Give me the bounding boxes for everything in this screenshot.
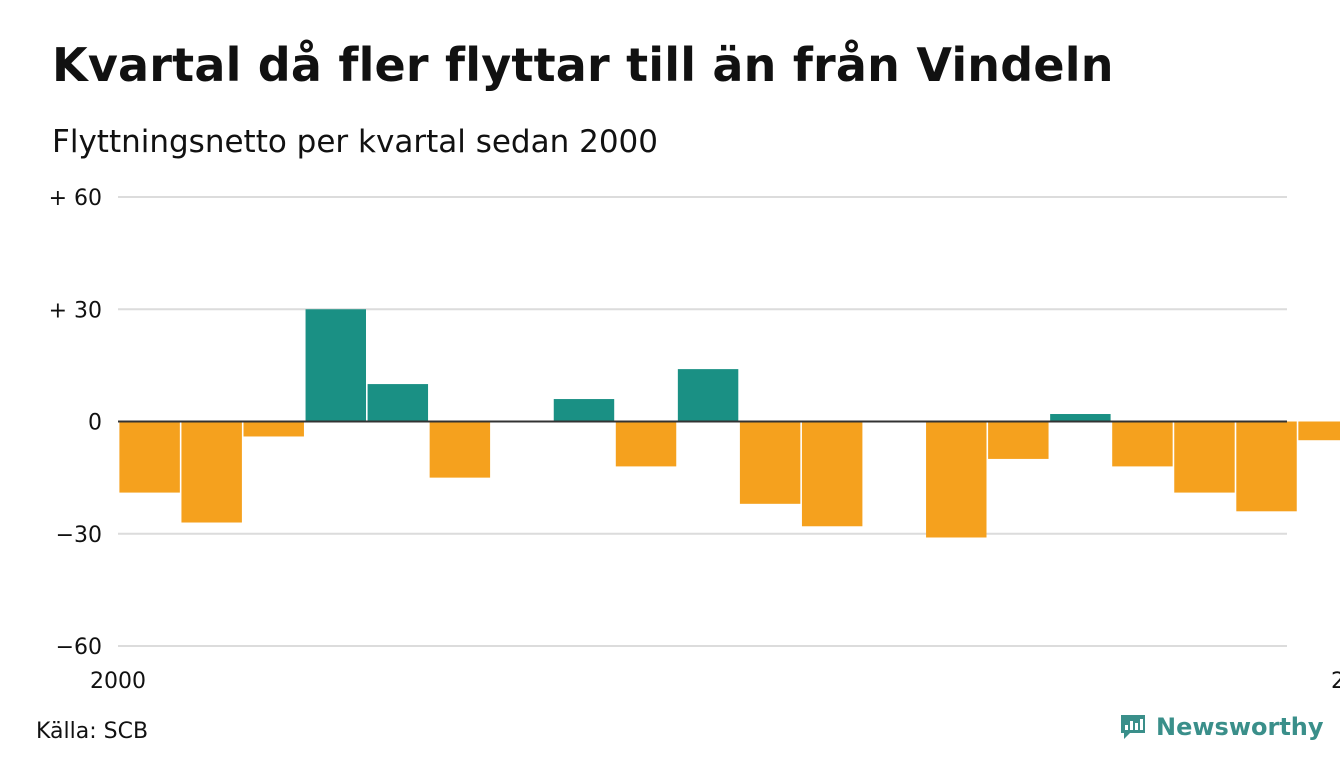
bar-negative [119,421,180,493]
bar-negative [1236,421,1297,512]
bar-positive [553,399,615,422]
bar-negative [615,421,677,467]
y-tick-label: −30 [56,523,102,548]
bar-negative [429,421,491,478]
brand-logo[interactable]: Newsworthy [1118,712,1324,742]
brand-name: Newsworthy [1156,713,1324,741]
bar-negative [181,421,242,523]
bar-positive [677,369,739,422]
bar-negative [1112,421,1173,467]
y-tick-label: + 30 [49,298,102,323]
bar-negative [988,421,1049,459]
bars-layer [119,309,1340,538]
x-tick-label: 2005 [1331,669,1340,694]
bar-negative [926,421,987,538]
y-tick-label: −60 [56,635,102,660]
x-tick-label: 2000 [90,669,146,694]
y-tick-label: + 60 [49,186,102,211]
chart-subtitle: Flyttningsnetto per kvartal sedan 2000 [52,124,658,160]
grid-layer [118,196,1287,647]
bar-positive [1050,414,1111,422]
bar-positive [305,309,366,422]
bar-positive [367,384,429,422]
bar-negative [243,421,304,437]
source-label: Källa: SCB [36,719,149,744]
bar-negative [739,421,801,504]
newsworthy-logo-icon [1121,715,1145,739]
y-tick-label: 0 [88,411,102,436]
bar-negative [1174,421,1235,493]
bar-negative [1298,421,1340,441]
chart-title: Kvartal då fler flyttar till än från Vin… [52,38,1114,92]
axis-layer: + 60+ 300−30−6020002005201020152020 [49,186,1340,694]
bar-negative [801,421,863,527]
